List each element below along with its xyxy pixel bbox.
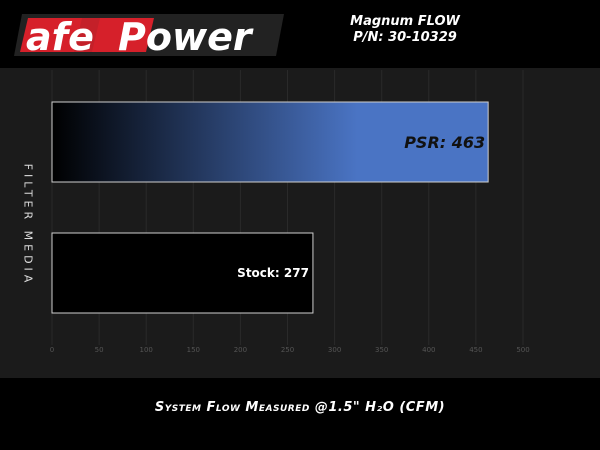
data-label: Stock: 277 (237, 266, 309, 280)
bar-stock (51, 232, 314, 314)
x-tick-label: 300 (328, 346, 341, 354)
svg-text:afe: afe (26, 15, 94, 58)
x-tick-label: 50 (95, 346, 104, 354)
x-tick-label: 350 (375, 346, 388, 354)
x-tick-label: 400 (422, 346, 435, 354)
x-axis-label: System Flow Measured @1.5" H₂O (CFM) (154, 400, 446, 415)
x-tick-label: 250 (281, 346, 294, 354)
svg-text:Power: Power (118, 15, 254, 58)
data-label: PSR: 463 (404, 133, 485, 152)
x-tick-label: 500 (516, 346, 529, 354)
product-name: Magnum FLOW (350, 14, 460, 29)
header: afe Power Magnum FLOW P/N: 30-10329 (0, 0, 600, 68)
x-tick-label: 0 (50, 346, 54, 354)
product-title: Magnum FLOW P/N: 30-10329 (330, 14, 480, 46)
afe-power-logo: afe Power (14, 14, 284, 58)
x-tick-label: 100 (140, 346, 153, 354)
part-number: P/N: 30-10329 (353, 30, 457, 45)
x-tick-label: 450 (469, 346, 482, 354)
y-axis-label: FILTER MEDIA (21, 163, 35, 287)
x-tick-label: 150 (187, 346, 200, 354)
x-tick-label: 200 (234, 346, 247, 354)
bar-psr (51, 101, 489, 183)
